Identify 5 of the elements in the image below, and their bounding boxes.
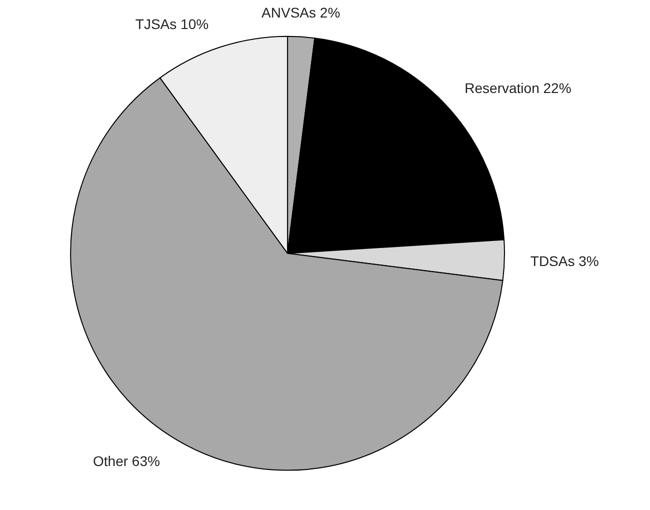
slice-label: Reservation 22% [464, 80, 572, 96]
slice-label: TJSAs 10% [135, 16, 209, 32]
slice-label: Other 63% [93, 453, 160, 470]
slice-label: TDSAs 3% [530, 252, 599, 269]
slice-label: ANVSAs 2% [262, 4, 340, 20]
